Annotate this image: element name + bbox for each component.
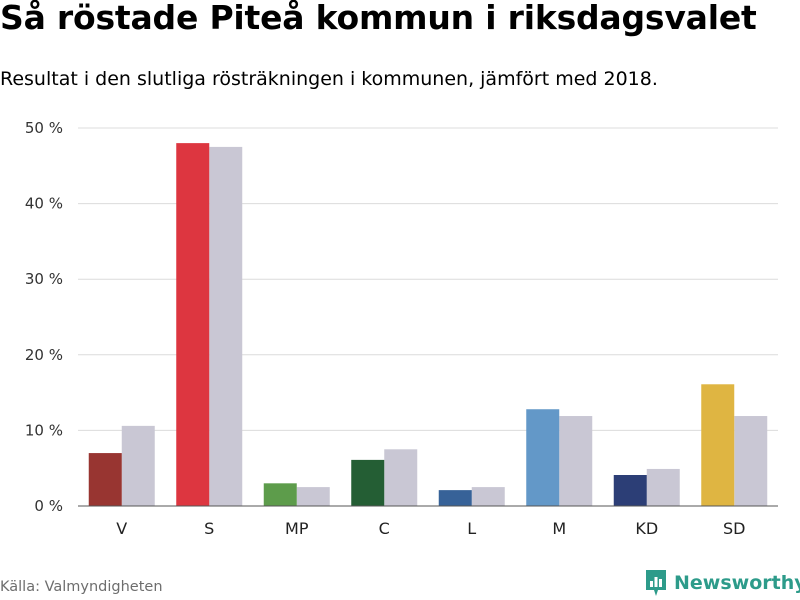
x-tick-label: S [204, 519, 214, 538]
brand-name: Newsworthy [674, 572, 800, 594]
bar-2022-c [351, 459, 385, 506]
bar-2018-mp [296, 487, 330, 506]
bar-2022-sd [701, 384, 735, 506]
bar-2022-s [176, 143, 210, 506]
x-tick-label: C [379, 519, 390, 538]
x-tick-label: SD [723, 519, 745, 538]
source-note: Källa: Valmyndigheten [0, 579, 163, 595]
bar-2022-v [88, 453, 122, 506]
x-tick-label: V [116, 519, 127, 538]
bar-2018-v [121, 425, 155, 506]
bar-2018-c [384, 449, 418, 506]
bar-2022-l [438, 490, 472, 506]
y-tick-label: 20 % [25, 346, 63, 364]
y-tick-label: 50 % [25, 119, 63, 137]
newsworthy-logo-icon [646, 570, 666, 596]
x-tick-label: L [467, 519, 476, 538]
x-tick-label: KD [635, 519, 658, 538]
bar-2018-s [209, 146, 243, 506]
x-tick-label: M [552, 519, 566, 538]
bar-2018-sd [734, 416, 768, 506]
y-tick-label: 10 % [25, 421, 63, 439]
brand-logo: Newsworthy [644, 568, 800, 598]
bar-2018-kd [646, 468, 680, 506]
bar-2022-mp [263, 483, 297, 506]
x-tick-label: MP [285, 519, 309, 538]
chart-subtitle: Resultat i den slutliga rösträkningen i … [0, 68, 658, 90]
y-tick-label: 0 % [34, 497, 63, 515]
bar-2022-m [526, 409, 560, 506]
chart-title: Så röstade Piteå kommun i riksdagsvalet [0, 0, 757, 37]
y-tick-label: 30 % [25, 270, 63, 288]
bar-2018-l [471, 487, 505, 506]
y-tick-label: 40 % [25, 195, 63, 213]
bars-layer [88, 143, 768, 506]
x-axis-ticks: V S MP C L M KD SD [116, 519, 745, 538]
bar-2022-kd [613, 475, 647, 506]
y-axis-ticks: 0 % 10 % 20 % 30 % 40 % 50 % [25, 119, 63, 515]
bar-2018-m [559, 416, 593, 506]
